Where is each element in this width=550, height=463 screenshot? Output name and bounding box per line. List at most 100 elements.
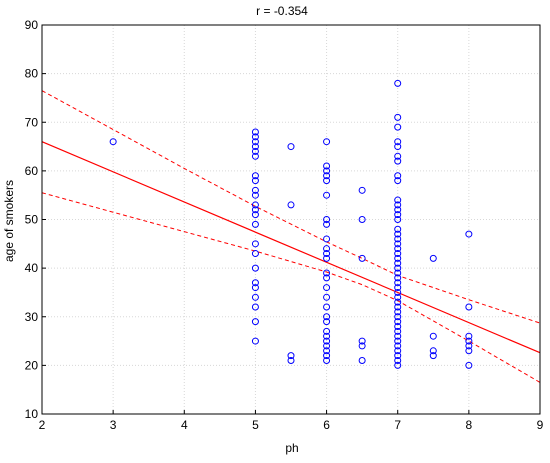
data-point: [323, 293, 331, 301]
data-point: [394, 288, 402, 296]
data-point: [394, 250, 402, 258]
data-point: [394, 152, 402, 160]
y-tick-label: 10: [25, 407, 39, 421]
confidence-upper-line: [41, 90, 541, 324]
data-point: [323, 138, 331, 146]
data-point: [323, 327, 331, 335]
data-point: [394, 313, 402, 321]
chart-title: r = -0.354: [256, 4, 308, 18]
data-point: [251, 152, 259, 160]
data-point: [358, 337, 366, 345]
data-point: [323, 313, 331, 321]
confidence-band: [41, 90, 541, 383]
data-point: [251, 250, 259, 258]
data-point: [287, 352, 295, 360]
data-point: [323, 245, 331, 253]
data-point: [394, 361, 402, 369]
data-point: [251, 220, 259, 228]
data-point: [358, 357, 366, 365]
x-tick-label: 7: [394, 418, 401, 432]
y-tick-label: 60: [25, 164, 39, 178]
data-point: [323, 269, 331, 277]
data-point: [251, 240, 259, 248]
data-point: [465, 347, 473, 355]
data-point: [323, 284, 331, 292]
data-point: [251, 133, 259, 141]
data-point: [394, 347, 402, 355]
data-point: [394, 264, 402, 272]
data-point: [394, 225, 402, 233]
data-point: [394, 332, 402, 340]
data-point: [394, 196, 402, 204]
data-point: [465, 230, 473, 238]
x-tick-label: 8: [466, 418, 473, 432]
data-point: [394, 322, 402, 330]
data-point: [429, 347, 437, 355]
data-point: [394, 201, 402, 209]
data-point: [394, 352, 402, 360]
x-tick-label: 4: [181, 418, 188, 432]
data-point: [394, 357, 402, 365]
data-point: [465, 342, 473, 350]
data-point: [251, 143, 259, 151]
data-point: [394, 79, 402, 87]
y-tick-label: 50: [25, 213, 39, 227]
data-point: [287, 201, 295, 209]
data-point: [323, 162, 331, 170]
data-point: [394, 240, 402, 248]
data-point: [251, 279, 259, 287]
data-point: [251, 201, 259, 209]
data-point: [251, 264, 259, 272]
y-tick-label: 40: [25, 261, 39, 275]
y-axis-ticks: 10 20 30 40 50 60 70 80 90: [25, 18, 46, 421]
data-point: [465, 332, 473, 340]
data-point: [323, 337, 331, 345]
data-point: [465, 337, 473, 345]
data-point: [323, 303, 331, 311]
data-point: [323, 172, 331, 180]
data-point: [394, 259, 402, 267]
data-point: [251, 303, 259, 311]
data-point: [394, 172, 402, 180]
data-point: [394, 318, 402, 326]
data-point: [394, 298, 402, 306]
data-point: [394, 327, 402, 335]
data-point: [251, 138, 259, 146]
data-point: [323, 220, 331, 228]
data-point: [394, 143, 402, 151]
y-axis-label: age of smokers: [2, 180, 16, 262]
data-point: [394, 206, 402, 214]
data-point: [251, 147, 259, 155]
data-point: [251, 211, 259, 219]
data-point: [251, 172, 259, 180]
data-point: [287, 143, 295, 151]
data-point: [323, 167, 331, 175]
data-point: [394, 138, 402, 146]
data-point: [323, 332, 331, 340]
data-point: [251, 186, 259, 194]
x-axis-ticks: 2 3 4 5 6 7 8 9: [39, 410, 544, 432]
data-point: [394, 279, 402, 287]
data-points: [109, 79, 473, 369]
y-tick-label: 20: [25, 358, 39, 372]
x-tick-label: 2: [39, 418, 46, 432]
data-point: [394, 211, 402, 219]
data-point: [394, 157, 402, 165]
data-point: [251, 177, 259, 185]
data-point: [323, 342, 331, 350]
data-point: [358, 216, 366, 223]
data-point: [394, 274, 402, 282]
data-point: [394, 113, 402, 121]
regression-line-group: [41, 141, 541, 354]
data-point: [251, 206, 259, 214]
data-point: [251, 191, 259, 199]
data-point: [358, 186, 366, 194]
data-point: [323, 191, 331, 199]
data-point: [394, 254, 402, 262]
x-tick-label: 5: [252, 418, 259, 432]
data-point: [465, 303, 473, 311]
data-point: [323, 235, 331, 243]
data-point: [251, 318, 259, 326]
data-point: [323, 216, 331, 223]
data-point: [429, 332, 437, 340]
